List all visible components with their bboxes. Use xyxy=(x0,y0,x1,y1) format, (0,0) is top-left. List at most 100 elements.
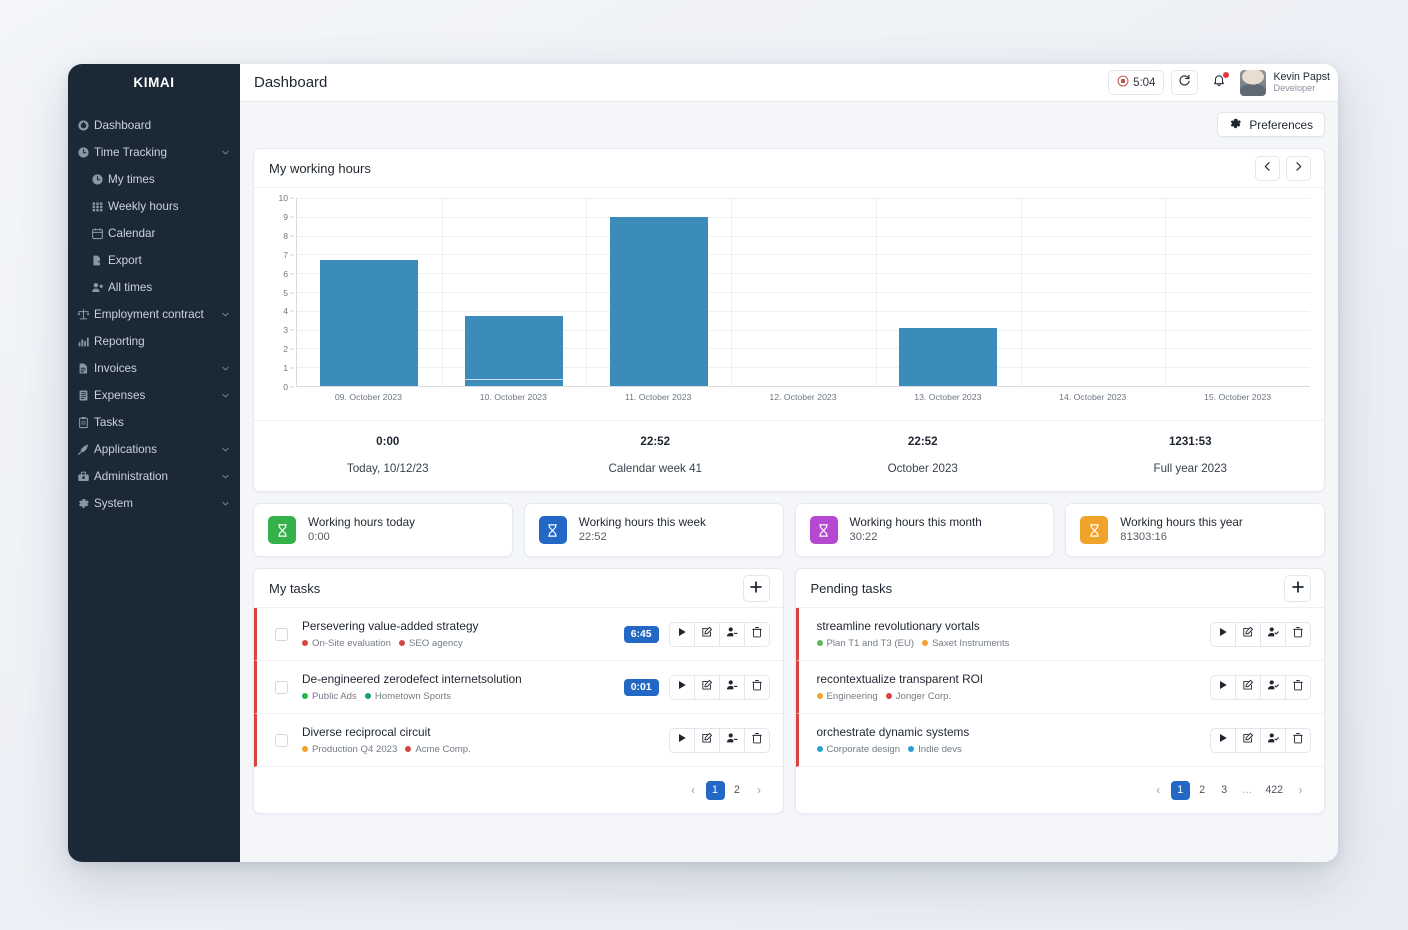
task-duration-badge[interactable]: 0:01 xyxy=(623,678,659,696)
sidebar-item-expenses[interactable]: Expenses xyxy=(68,382,240,409)
task-row[interactable]: orchestrate dynamic systems Corporate des… xyxy=(795,714,1324,767)
task-action-trash-button[interactable] xyxy=(743,621,770,647)
chart-next-button[interactable] xyxy=(1286,155,1311,181)
pagination-page[interactable]: 2 xyxy=(1199,784,1206,796)
pagination-page[interactable]: 422 xyxy=(1265,784,1283,796)
edit-icon xyxy=(1242,731,1254,749)
chevron-down-icon[interactable] xyxy=(220,472,230,481)
sidebar-item-time-tracking[interactable]: Time Tracking xyxy=(68,139,240,166)
play-icon xyxy=(676,678,688,696)
sidebar-item-weekly-hours[interactable]: Weekly hours xyxy=(68,193,240,220)
sidebar-item-dashboard[interactable]: Dashboard xyxy=(68,112,240,139)
user-menu[interactable]: Kevin Papst Developer xyxy=(1240,69,1330,96)
preferences-label: Preferences xyxy=(1249,117,1313,132)
stat-card[interactable]: Working hours this year 81303:16 xyxy=(1065,503,1325,557)
pagination-page[interactable]: 2 xyxy=(734,784,740,796)
scales-icon xyxy=(77,308,94,321)
chart-bar[interactable] xyxy=(899,327,998,386)
task-duration-badge[interactable]: 6:45 xyxy=(623,625,659,643)
task-action-user-check-button[interactable] xyxy=(1260,674,1286,700)
stat-card[interactable]: Working hours this week 22:52 xyxy=(523,503,784,557)
sidebar-item-all-times[interactable]: All times xyxy=(68,274,240,301)
bell-icon xyxy=(1212,73,1226,92)
sidebar-item-employment-contract[interactable]: Employment contract xyxy=(68,301,240,328)
task-action-trash-button[interactable] xyxy=(1285,621,1311,647)
chart-bar[interactable] xyxy=(320,260,419,386)
task-action-play-button[interactable] xyxy=(1210,621,1236,647)
task-checkbox[interactable] xyxy=(275,627,288,641)
task-name: Diverse reciprocal circuit xyxy=(302,725,431,740)
task-row[interactable]: Persevering value-added strategy On-Site … xyxy=(254,608,783,661)
task-row[interactable]: streamline revolutionary vortals Plan T1 … xyxy=(795,608,1324,661)
chevron-down-icon[interactable] xyxy=(220,499,230,508)
stat-card[interactable]: Working hours this month 30:22 xyxy=(794,503,1055,557)
sidebar-item-tasks[interactable]: Tasks xyxy=(68,409,240,436)
task-action-user-check-button[interactable] xyxy=(1260,727,1286,753)
chart-y-axis: 0 1 2 3 4 5 6 7 8 9 10 xyxy=(254,193,294,392)
pending-tasks-add-button[interactable] xyxy=(1284,574,1311,602)
task-tag: Public Ads xyxy=(302,691,357,702)
my-tasks-add-button[interactable] xyxy=(742,574,770,602)
task-action-user-check-button[interactable] xyxy=(1260,621,1286,647)
notifications-button[interactable] xyxy=(1205,70,1233,95)
task-action-edit-button[interactable] xyxy=(693,621,720,647)
user-role: Developer xyxy=(1273,83,1316,94)
task-action-trash-button[interactable] xyxy=(743,727,770,753)
sidebar-item-invoices[interactable]: Invoices xyxy=(68,355,240,382)
sidebar-item-calendar[interactable]: Calendar xyxy=(68,220,240,247)
tag-dot xyxy=(816,640,823,647)
task-action-edit-button[interactable] xyxy=(1235,674,1261,700)
preferences-button[interactable]: Preferences xyxy=(1217,112,1325,137)
task-action-edit-button[interactable] xyxy=(1235,727,1261,753)
chart-bar[interactable] xyxy=(609,216,708,386)
pagination-next[interactable]: › xyxy=(1298,783,1303,797)
task-action-play-button[interactable] xyxy=(1210,674,1236,700)
stat-label: Working hours this week xyxy=(578,515,706,529)
task-row[interactable]: Diverse reciprocal circuit Production Q4 … xyxy=(254,714,783,767)
sidebar-item-export[interactable]: Export xyxy=(68,247,240,274)
pagination-next[interactable]: › xyxy=(757,783,761,797)
task-action-edit-button[interactable] xyxy=(693,727,720,753)
stat-card[interactable]: Working hours today 0:00 xyxy=(253,503,513,557)
chart-gridline-vertical xyxy=(875,198,877,386)
task-checkbox[interactable] xyxy=(275,680,288,694)
task-action-trash-button[interactable] xyxy=(1285,674,1311,700)
sidebar-item-my-times[interactable]: My times xyxy=(68,166,240,193)
pagination-page[interactable]: 3 xyxy=(1221,784,1228,796)
task-action-play-button[interactable] xyxy=(668,621,695,647)
task-action-play-button[interactable] xyxy=(668,674,695,700)
pagination-page[interactable]: 1 xyxy=(1170,780,1190,800)
trash-icon xyxy=(751,678,763,696)
pagination-prev[interactable]: ‹ xyxy=(691,783,695,797)
chevron-down-icon[interactable] xyxy=(220,148,230,157)
task-row[interactable]: recontextualize transparent ROI Engineeri… xyxy=(795,661,1324,714)
chevron-down-icon[interactable] xyxy=(220,310,230,319)
task-action-user-minus-button[interactable] xyxy=(718,621,745,647)
chevron-down-icon[interactable] xyxy=(220,364,230,373)
chart-bar[interactable] xyxy=(465,315,564,386)
task-action-user-minus-button[interactable] xyxy=(718,674,745,700)
task-checkbox[interactable] xyxy=(275,733,288,747)
sidebar-item-applications[interactable]: Applications xyxy=(68,436,240,463)
sidebar-item-reporting[interactable]: Reporting xyxy=(68,328,240,355)
sidebar-item-administration[interactable]: Administration xyxy=(68,463,240,490)
tag-dot xyxy=(816,746,823,753)
pagination-prev[interactable]: ‹ xyxy=(1156,783,1161,797)
sidebar-item-system[interactable]: System xyxy=(68,490,240,517)
pagination-page[interactable]: 1 xyxy=(705,780,725,800)
task-row[interactable]: De-engineered zerodefect internetsolutio… xyxy=(254,661,783,714)
chart-bar-stack-split xyxy=(465,379,564,381)
task-action-trash-button[interactable] xyxy=(743,674,770,700)
refresh-button[interactable] xyxy=(1171,70,1199,95)
task-action-user-minus-button[interactable] xyxy=(718,727,745,753)
chart-gridline xyxy=(297,367,1310,369)
task-action-play-button[interactable] xyxy=(1210,727,1236,753)
task-action-trash-button[interactable] xyxy=(1285,727,1311,753)
chevron-down-icon[interactable] xyxy=(220,391,230,400)
active-timer-button[interactable]: 5:04 xyxy=(1108,70,1165,95)
task-action-play-button[interactable] xyxy=(668,727,695,753)
task-action-edit-button[interactable] xyxy=(1235,621,1261,647)
task-action-edit-button[interactable] xyxy=(693,674,720,700)
chart-prev-button[interactable] xyxy=(1255,155,1280,181)
chevron-down-icon[interactable] xyxy=(220,445,230,454)
